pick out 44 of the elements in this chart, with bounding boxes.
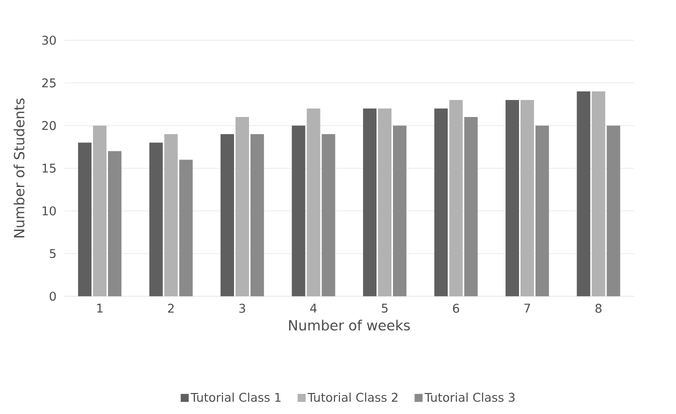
y-tick-label: 25	[42, 78, 56, 88]
bar	[220, 134, 234, 296]
bar	[322, 134, 336, 296]
x-tick-label: 1	[97, 304, 102, 313]
x-tick-label: 8	[595, 304, 602, 313]
bar	[236, 117, 249, 296]
y-tick-label: 20	[42, 121, 56, 130]
bar	[78, 142, 92, 296]
legend-label: Tutorial Class 3	[424, 392, 515, 402]
bar	[592, 91, 606, 296]
bar	[506, 100, 520, 296]
bar	[392, 126, 406, 296]
x-tick-label: 7	[524, 304, 530, 313]
y-tick-label: 15	[42, 164, 56, 173]
y-tick-label: 5	[50, 249, 56, 258]
bar	[434, 108, 448, 296]
legend-label: Tutorial Class 2	[308, 392, 398, 402]
bar	[108, 151, 122, 296]
y-tick-label: 10	[42, 206, 56, 216]
bar	[449, 100, 463, 296]
bar	[164, 134, 178, 296]
bar	[292, 126, 306, 296]
x-tick-label: 4	[310, 304, 317, 313]
bar	[250, 134, 264, 296]
bar	[464, 117, 478, 296]
bar	[306, 108, 320, 296]
bar	[520, 100, 534, 296]
bar	[606, 126, 620, 296]
bar	[149, 142, 163, 296]
bar	[363, 108, 377, 296]
x-axis-title: Number of weeks	[289, 320, 410, 331]
y-tick-label: 0	[50, 292, 56, 301]
bar	[576, 91, 590, 296]
y-axis-title: Number of Students	[14, 98, 24, 238]
bar	[179, 160, 193, 296]
bar	[378, 108, 392, 296]
bar	[93, 126, 106, 296]
x-tick-label: 2	[168, 304, 174, 313]
x-tick-label: 3	[239, 304, 246, 313]
legend-label: Tutorial Class 1	[190, 392, 281, 402]
y-tick-label: 30	[42, 36, 56, 45]
bar	[535, 126, 549, 296]
x-tick-label: 5	[382, 304, 388, 313]
x-tick-label: 6	[453, 304, 460, 313]
